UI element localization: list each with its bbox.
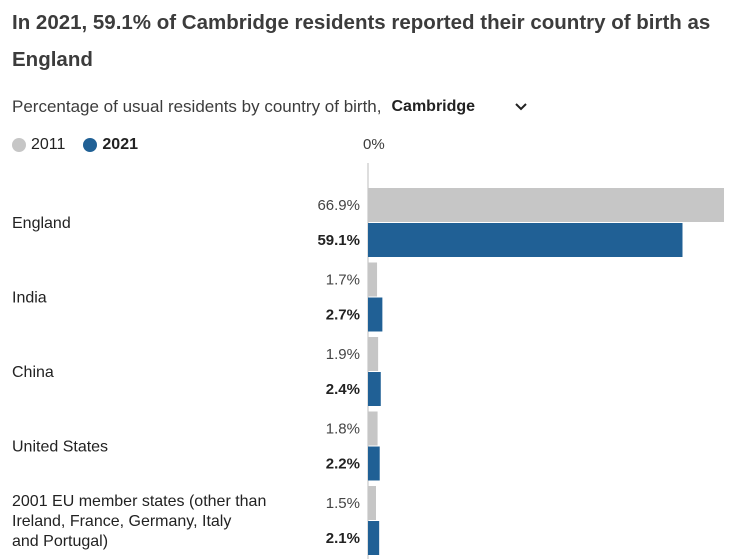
bar-2021 <box>368 372 381 406</box>
chart-subtitle: Percentage of usual residents by country… <box>12 97 382 116</box>
bar-2021 <box>368 297 383 332</box>
category-label: 2001 EU member states (other than Ireland… <box>12 493 266 550</box>
legend-label-2011: 2011 <box>31 136 66 153</box>
data-label-2021: 2.7% <box>326 307 360 324</box>
bar-2021 <box>368 446 380 481</box>
category-label: England <box>12 215 71 232</box>
bar-2011 <box>368 411 378 446</box>
legend-swatch-2021 <box>83 138 98 152</box>
chart-title: In 2021, 59.1% of Cambridge residents re… <box>12 11 711 71</box>
subtitle-row: Percentage of usual residents by country… <box>12 95 527 119</box>
legend: 2011 2021 <box>12 136 156 154</box>
data-label-2011: 1.7% <box>326 272 360 289</box>
data-label-2021: 2.2% <box>326 456 360 473</box>
data-label-2021: 59.1% <box>317 232 360 249</box>
legend-label-2021: 2021 <box>102 136 138 153</box>
bar-2011 <box>368 337 379 371</box>
data-label-2011: 1.5% <box>326 495 360 512</box>
bar-2011 <box>368 262 378 297</box>
bar-2011 <box>368 486 376 520</box>
bar-2021 <box>368 223 683 257</box>
data-label-2011: 66.9% <box>317 197 360 214</box>
bar-2021 <box>368 521 380 555</box>
data-label-2011: 1.8% <box>326 421 360 438</box>
legend-item-2021: 2021 <box>83 136 138 154</box>
legend-swatch-2011 <box>12 138 26 152</box>
category-label: India <box>12 290 47 307</box>
category-label: United States <box>12 439 108 456</box>
category-label: China <box>12 364 54 381</box>
data-label-2021: 2.4% <box>326 381 360 398</box>
area-select[interactable]: Cambridge <box>391 98 527 116</box>
area-select-value: Cambridge <box>391 98 476 115</box>
chevron-down-icon <box>515 103 527 111</box>
legend-item-2011: 2011 <box>12 136 65 154</box>
bar-2011 <box>368 188 724 222</box>
axis-zero-label: 0% <box>363 136 385 153</box>
data-label-2021: 2.1% <box>326 530 360 547</box>
data-label-2011: 1.9% <box>326 346 360 363</box>
